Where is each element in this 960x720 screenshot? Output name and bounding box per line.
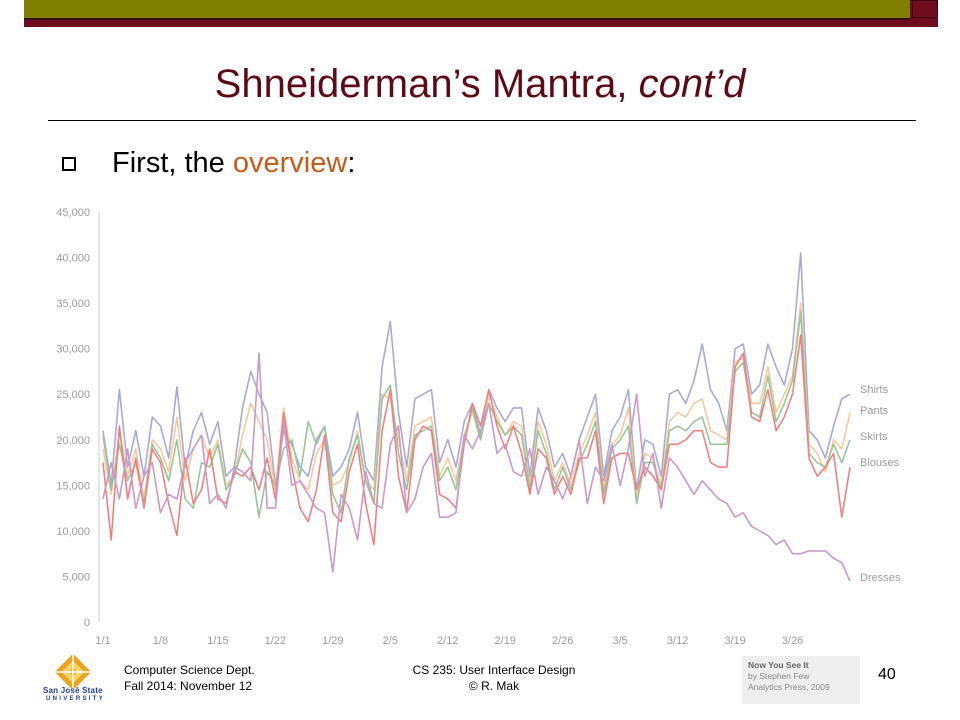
series-line-skirts: [102, 311, 851, 518]
series-label-skirts: Skirts: [860, 431, 888, 443]
logo-subtitle: UNIVERSITY: [46, 696, 106, 702]
x-tick-label: 2/5: [383, 635, 398, 647]
x-tick-label: 1/1: [95, 635, 110, 647]
x-tick-label: 3/26: [782, 635, 803, 647]
series-label-pants: Pants: [860, 405, 889, 417]
page-number: 40: [878, 666, 896, 683]
credit-publisher: Analytics Press, 2009: [748, 682, 830, 692]
series-label-blouses: Blouses: [860, 457, 900, 469]
bullet-item: First, the overview:: [62, 147, 355, 180]
logo-name: San José State: [43, 686, 103, 695]
x-tick-label: 3/19: [724, 635, 745, 647]
series-label-dresses: Dresses: [860, 572, 901, 584]
slide-title-italic: cont’d: [638, 62, 746, 106]
y-tick-label: 10,000: [56, 526, 90, 538]
y-tick-label: 30,000: [56, 344, 90, 356]
slide-title-main: Shneiderman’s Mantra,: [214, 62, 639, 106]
x-tick-label: 1/15: [207, 635, 228, 647]
x-tick-label: 2/12: [437, 635, 458, 647]
footer-left: Computer Science Dept. Fall 2014: Novemb…: [124, 662, 255, 694]
y-tick-label: 0: [84, 617, 90, 629]
y-tick-label: 40,000: [56, 253, 90, 265]
y-tick-label: 25,000: [56, 389, 90, 401]
credit-author: by Stephen Few: [748, 671, 810, 681]
title-divider: [48, 120, 916, 121]
x-tick-label: 2/26: [552, 635, 573, 647]
y-tick-label: 20,000: [56, 435, 90, 447]
square-bullet-icon: [62, 156, 76, 171]
x-tick-label: 2/19: [495, 635, 516, 647]
series-line-shirts: [102, 252, 851, 491]
x-tick-label: 3/5: [613, 635, 628, 647]
x-tick-label: 3/12: [667, 635, 688, 647]
bullet-text-prefix: First, the: [112, 147, 225, 179]
series-label-shirts: Shirts: [860, 384, 889, 396]
top-banner-square: [912, 0, 938, 18]
y-tick-label: 5,000: [62, 571, 90, 583]
bullet-text-suffix: :: [347, 147, 356, 179]
x-tick-label: 1/29: [322, 635, 343, 647]
footer-course: CS 235: User Interface Design: [412, 663, 576, 677]
y-tick-label: 35,000: [56, 298, 90, 310]
credit-book: Now You See It: [748, 660, 809, 670]
footer-dept: Computer Science Dept.: [124, 663, 255, 677]
footer-center: CS 235: User Interface Design © R. Mak: [394, 662, 594, 694]
sales-line-chart: 0 5,000 10,000 15,000 20,000 25,000 30,000 35,0…: [56, 207, 901, 647]
y-tick-label: 15,000: [56, 480, 90, 492]
y-tick-label: 45,000: [56, 207, 90, 219]
top-banner-olive: [24, 0, 910, 20]
footer-date: Fall 2014: November 12: [124, 679, 253, 693]
series-line-dresses: [102, 352, 851, 582]
bullet-text-accent: overview: [232, 147, 348, 179]
footer-author: © R. Mak: [468, 679, 520, 693]
university-logo-icon: [54, 654, 92, 691]
slide-title: Shneiderman’s Mantra, cont’d: [0, 62, 960, 107]
source-credit: Now You See It by Stephen Few Analytics …: [742, 656, 860, 704]
x-tick-label: 1/8: [153, 635, 168, 647]
x-tick-label: 1/22: [265, 635, 286, 647]
series-line-pants: [102, 302, 851, 500]
